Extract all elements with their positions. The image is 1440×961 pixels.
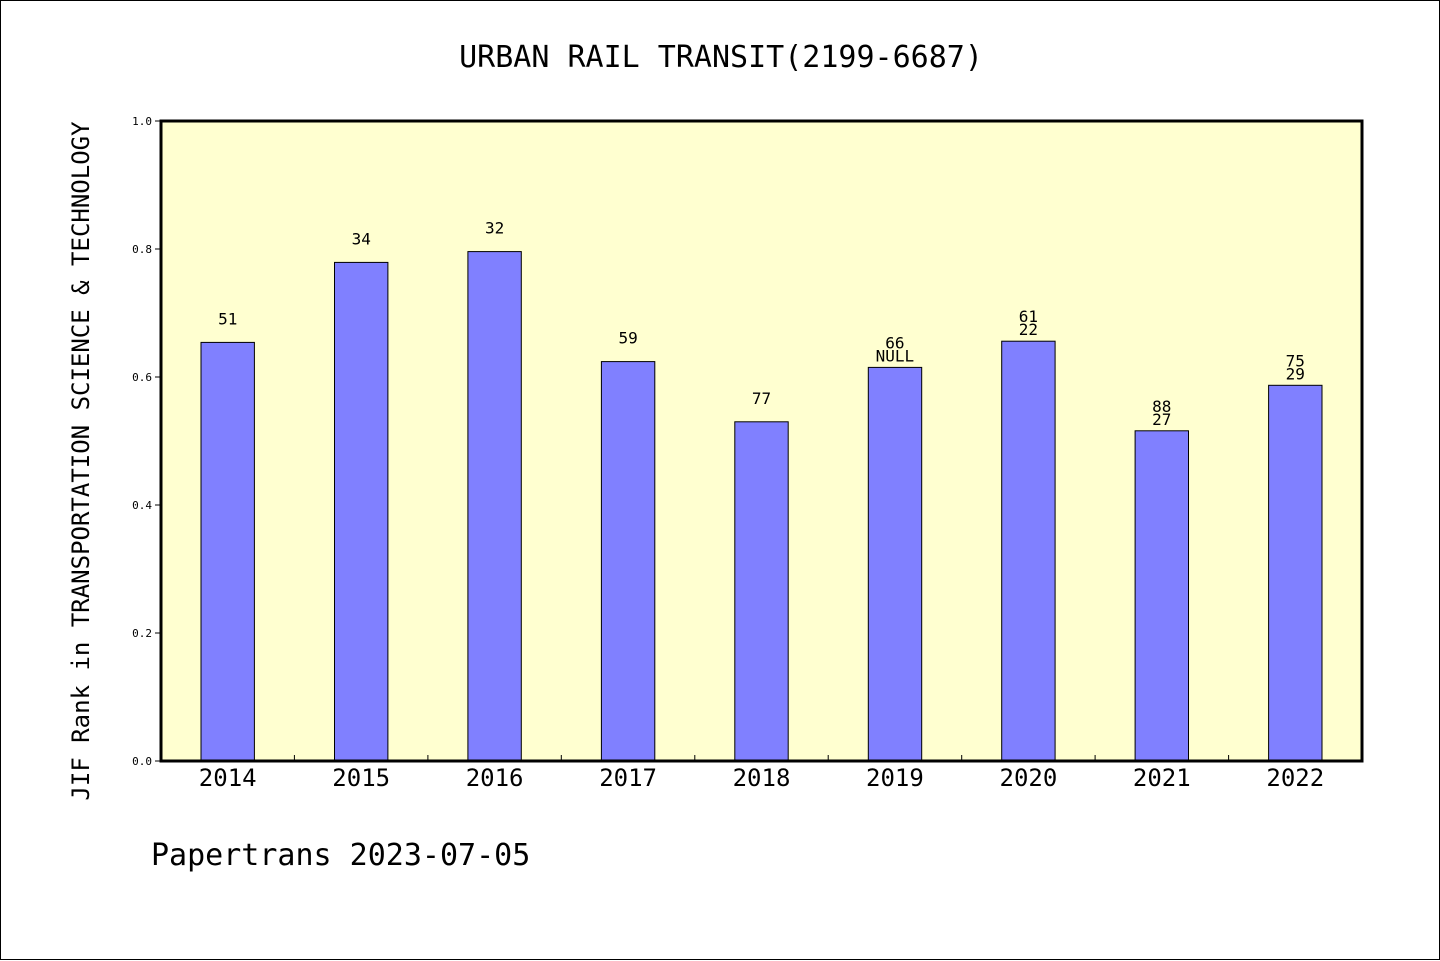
bar-2015 [334,261,389,762]
axes-layer: 2014 2015 2016 2017 2018 2019 2020 2021 2022 0.0 0… [132,115,1324,792]
x-tick-label-2019: 2019 [866,764,924,792]
bar-2019 [867,366,923,762]
bar-label-2015-1: 34 [352,229,371,248]
y-tick-label-0.0: 0.0 [132,755,152,768]
bar-label-2016-1: 32 [485,219,504,238]
bar-2014 [200,341,255,762]
y-tick-label-0.8: 0.8 [132,243,152,256]
bar-label-2019-2: NULL [876,346,915,365]
bars-layer [200,251,1323,762]
x-tick-label-2016: 2016 [466,764,524,792]
y-axis-label: JIF Rank in TRANSPORTATION SCIENCE & TEC… [67,121,95,801]
x-tick-label-2020: 2020 [1000,764,1058,792]
bar-label-2021-2: 27 [1152,410,1171,429]
x-tick-label-2015: 2015 [332,764,390,792]
y-tick-label-1.0: 1.0 [132,115,152,128]
x-tick-label-2017: 2017 [599,764,657,792]
bar-2017 [600,361,656,762]
x-tick-label-2022: 2022 [1266,764,1324,792]
x-tick-label-2018: 2018 [733,764,791,792]
bar-label-2017-1: 59 [618,329,637,348]
bar-label-2018-1: 77 [752,389,771,408]
x-tick-label-2014: 2014 [199,764,257,792]
bar-2022 [1268,384,1323,762]
bar-label-2014-1: 51 [218,309,237,328]
plot-border [159,119,1364,763]
bar-label-2021-1: 88 [1152,397,1171,416]
y-tick-label-0.4: 0.4 [132,499,152,512]
bar-label-2019-1: 66 [885,333,904,352]
footer-credit: Papertrans 2023-07-05 [151,838,530,873]
bar-label-2020-2: 22 [1019,320,1038,339]
bar-2016 [467,251,522,762]
bar-label-2022-2: 29 [1286,364,1305,383]
y-tick-label-0.6: 0.6 [132,371,152,384]
bar-2021 [1134,430,1189,762]
y-tick-label-0.2: 0.2 [132,627,152,640]
bar-2020 [1001,340,1056,762]
chart-title: URBAN RAIL TRANSIT(2199-6687) [459,40,983,75]
x-tick-label-2021: 2021 [1133,764,1191,792]
bar-label-2020-1: 61 [1019,307,1038,326]
bar-label-2022-1: 75 [1286,351,1305,370]
bar-2018 [734,421,789,762]
